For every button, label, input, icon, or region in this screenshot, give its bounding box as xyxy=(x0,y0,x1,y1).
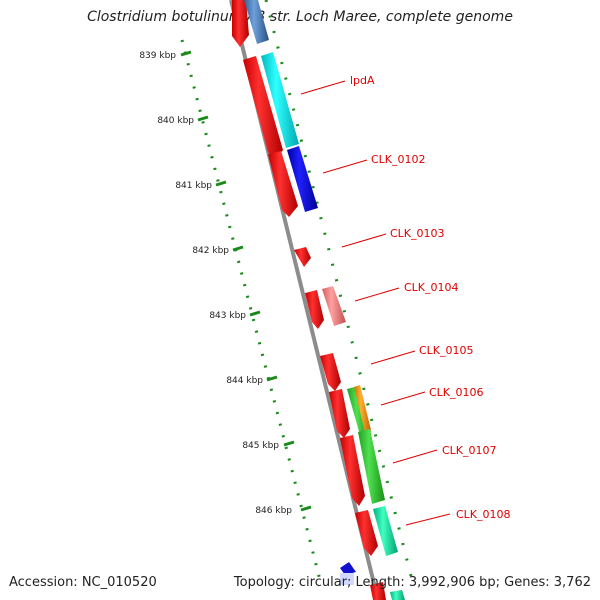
accession-text: Accession: NC_010520 xyxy=(9,575,157,590)
ruler-tick-label: 841 kbp xyxy=(175,181,212,191)
ruler-tick-label: 845 kbp xyxy=(242,441,279,451)
gene-block[interactable] xyxy=(373,506,398,556)
gene-block[interactable] xyxy=(287,146,318,212)
label-leader xyxy=(380,391,426,406)
cds-arrow[interactable] xyxy=(370,582,386,600)
ruler-tick-label: 846 kbp xyxy=(255,506,292,516)
cds-arrow[interactable] xyxy=(232,0,249,47)
gene-label-clk-0108[interactable]: CLK_0108 xyxy=(456,508,511,521)
ruler-ticks xyxy=(180,50,312,512)
cds-track-red xyxy=(232,0,386,600)
gene-block[interactable] xyxy=(340,562,356,575)
ruler-tick-label: 843 kbp xyxy=(209,311,246,321)
cds-arrow[interactable] xyxy=(340,435,365,506)
gene-block[interactable] xyxy=(244,0,269,44)
cds-arrow[interactable] xyxy=(329,389,350,438)
ruler-tick xyxy=(232,245,244,252)
ruler-tick-label: 839 kbp xyxy=(139,51,176,61)
gene-label-clk-0103[interactable]: CLK_0103 xyxy=(390,227,445,240)
map-title: Clostridium botulinum A3 str. Loch Maree… xyxy=(87,9,513,25)
ruler-tick-label: 840 kbp xyxy=(157,116,194,126)
gene-block[interactable] xyxy=(261,52,299,148)
label-leader xyxy=(392,449,438,464)
gene-label-clk-0107[interactable]: CLK_0107 xyxy=(442,444,497,457)
gene-label-clk-0106[interactable]: CLK_0106 xyxy=(429,386,484,399)
ruler-dotted-line xyxy=(180,39,322,581)
label-leader xyxy=(300,80,346,95)
gene-block xyxy=(340,573,354,585)
cds-arrow[interactable] xyxy=(305,290,324,329)
cds-arrow[interactable] xyxy=(268,151,298,217)
ruler-tick-labels: 839 kbp 840 kbp 841 kbp 842 kbp 843 kbp … xyxy=(139,51,292,516)
ruler-tick xyxy=(215,180,227,187)
cds-arrow[interactable] xyxy=(355,510,378,556)
gene-block[interactable] xyxy=(358,429,385,504)
gene-block[interactable] xyxy=(354,385,371,432)
gene-labels: lpdA CLK_0102 CLK_0103 CLK_0104 CLK_0105… xyxy=(300,74,511,526)
cds-arrow[interactable] xyxy=(294,247,311,267)
gene-block[interactable] xyxy=(390,590,405,600)
gene-label-clk-0102[interactable]: CLK_0102 xyxy=(371,153,426,166)
label-leader xyxy=(341,233,387,248)
ruler-tick xyxy=(197,115,209,122)
ruler-tick-label: 842 kbp xyxy=(192,246,229,256)
label-leader xyxy=(322,159,368,174)
gene-block[interactable] xyxy=(322,286,346,326)
label-leader xyxy=(405,513,451,526)
ruler-tick xyxy=(266,375,278,382)
outer-track xyxy=(264,0,414,581)
ruler-tick xyxy=(180,50,192,57)
cds-arrow[interactable] xyxy=(243,56,283,160)
ruler-tick xyxy=(249,310,261,317)
topology-text: Topology: circular; Length: 3,992,906 bp… xyxy=(233,575,591,590)
ruler-tick-label: 844 kbp xyxy=(226,376,263,386)
cds-arrow[interactable] xyxy=(320,353,341,391)
gene-label-clk-0104[interactable]: CLK_0104 xyxy=(404,281,459,294)
cog-track xyxy=(244,0,405,600)
label-leader xyxy=(370,350,416,365)
ruler-tick xyxy=(283,440,295,447)
gene-label-clk-0105[interactable]: CLK_0105 xyxy=(419,344,474,357)
gene-label-lpda[interactable]: lpdA xyxy=(350,74,375,87)
ruler-tick xyxy=(300,505,312,512)
label-leader xyxy=(354,287,400,302)
